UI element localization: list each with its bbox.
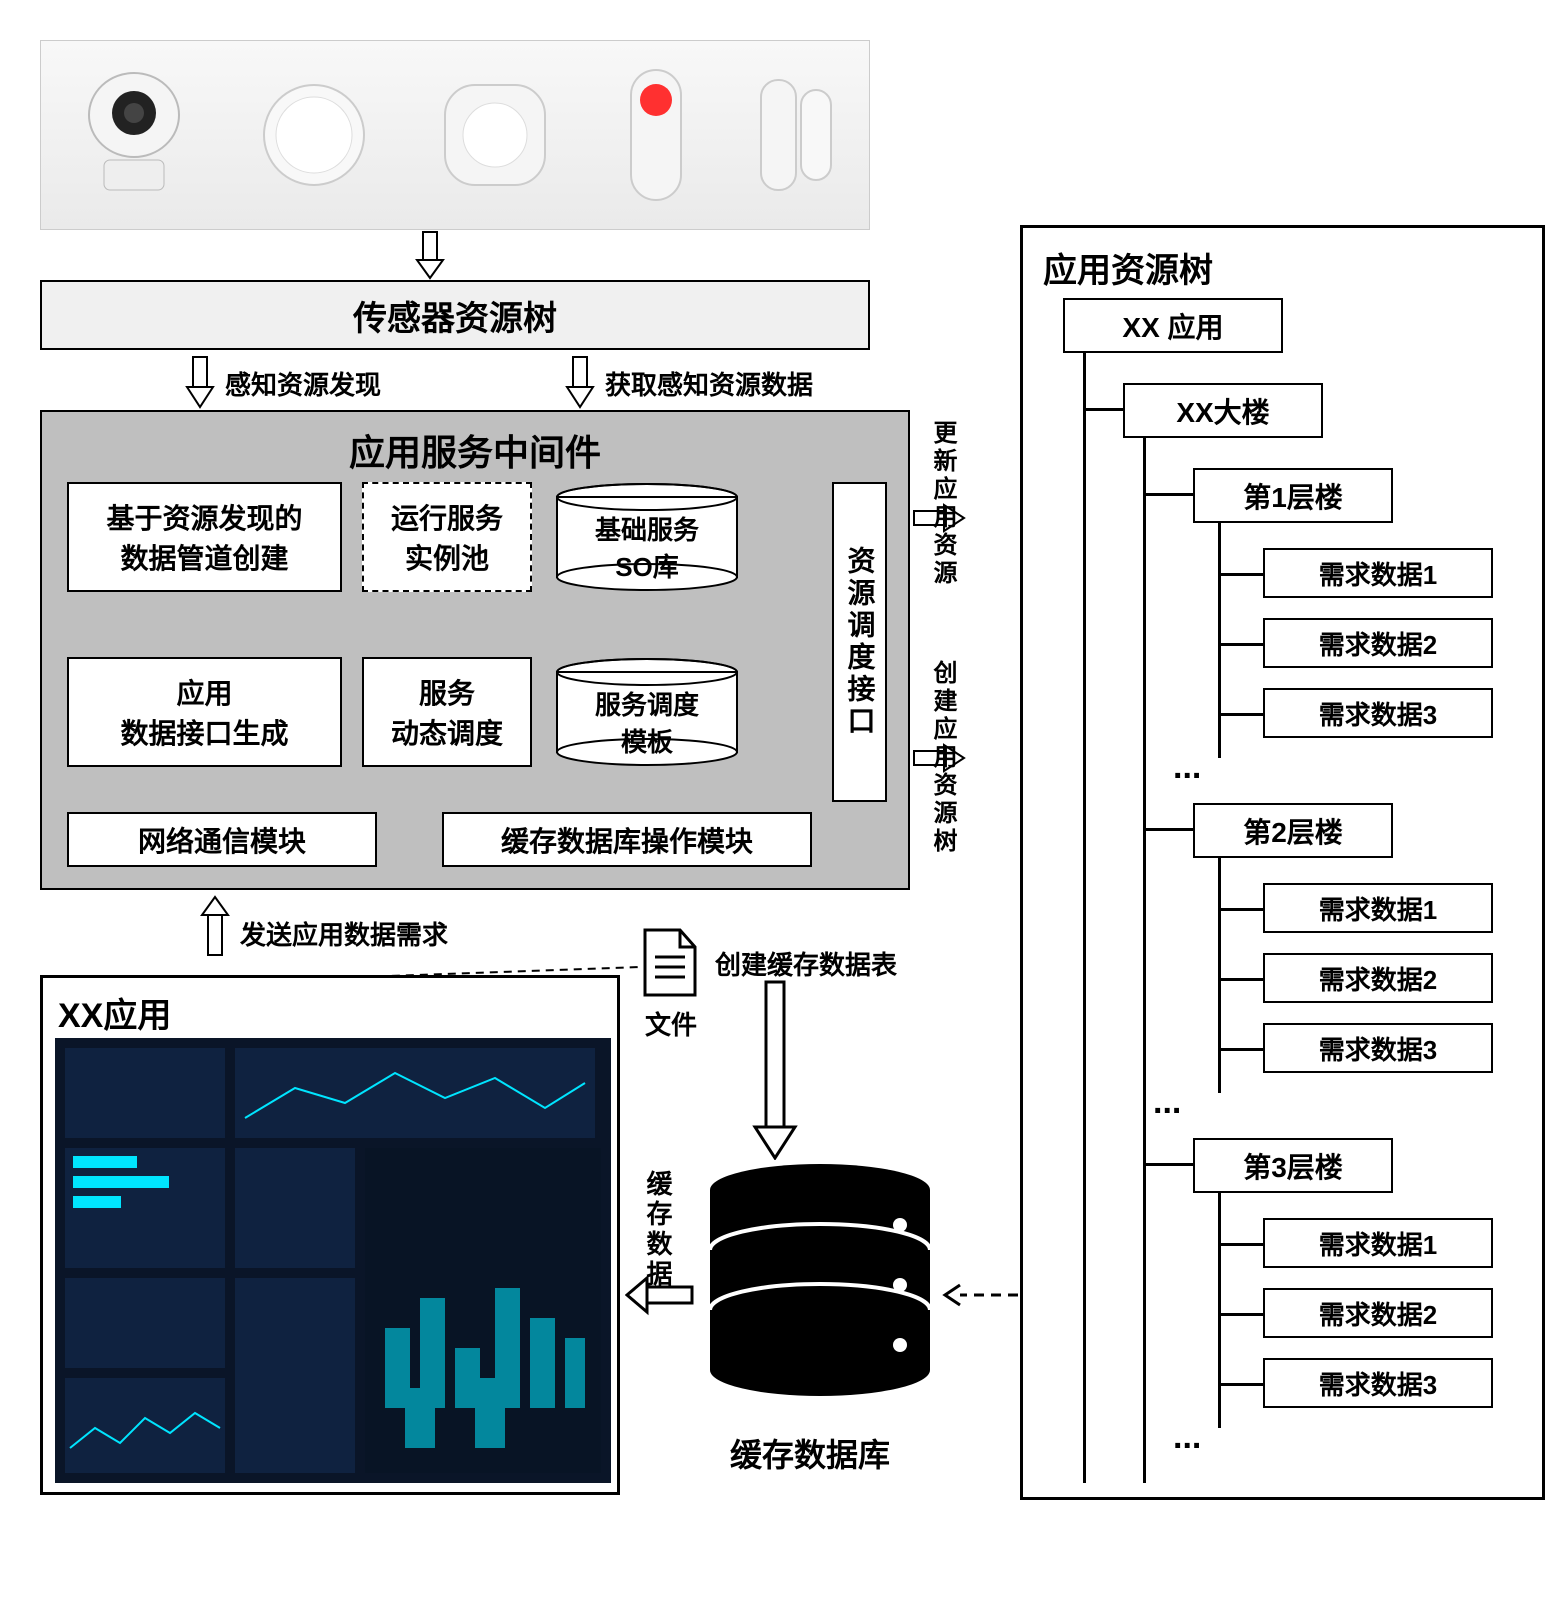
label-create-table: 创建缓存数据表	[715, 945, 897, 982]
arrow-discover	[180, 355, 220, 410]
app-box: XX应用	[40, 975, 620, 1495]
label-fetch: 获取感知资源数据	[605, 365, 813, 402]
box-so-lib: 基础服务 SO库	[552, 482, 742, 592]
motion-sensor-icon	[430, 70, 560, 200]
file-icon	[640, 925, 700, 1005]
box-net-module: 网络通信模块	[67, 812, 377, 867]
sensor-tree-box: 传感器资源树	[40, 280, 870, 350]
tree-f2-more: ...	[1153, 1083, 1181, 1122]
resource-tree-panel: 应用资源树 XX 应用 XX大楼 第1层楼 需求数据1 需求数据2 需求数据3 …	[1020, 225, 1545, 1500]
tree-f1-item1: 需求数据1	[1263, 548, 1493, 598]
arrow-fetch	[560, 355, 600, 410]
diagram-root: 传感器资源树 感知资源发现 获取感知资源数据 应用服务中间件 基于资源发现的 数…	[20, 20, 1547, 1581]
box-api-gen: 应用 数据接口生成	[67, 657, 342, 767]
tree-f2-item1: 需求数据1	[1263, 883, 1493, 933]
tree-f1-item3: 需求数据3	[1263, 688, 1493, 738]
arrow-send-request	[195, 895, 235, 960]
arrow-to-sensor-tree	[410, 230, 450, 280]
box-dyn-sched: 服务 动态调度	[362, 657, 532, 767]
alarm-button-icon	[616, 60, 696, 210]
label-discover: 感知资源发现	[225, 365, 381, 402]
sensor-devices-row	[40, 40, 870, 230]
label-create-tree: 创建应用资源树	[925, 660, 960, 856]
resource-tree-title: 应用资源树	[1043, 243, 1213, 292]
door-sensor-icon	[751, 65, 841, 205]
tree-floor-1: 第1层楼	[1193, 468, 1393, 523]
middleware-box: 应用服务中间件 基于资源发现的 数据管道创建 运行服务 实例池 基础服务 SO库…	[40, 410, 910, 890]
tree-root: XX 应用	[1063, 298, 1283, 353]
box-sched-tpl: 服务调度 模板	[552, 657, 742, 767]
label-update-resource: 更新应用资源	[925, 420, 960, 588]
box-cache-op: 缓存数据库操作模块	[442, 812, 812, 867]
label-cache-data: 缓存数据	[640, 1170, 677, 1290]
tree-f2-item2: 需求数据2	[1263, 953, 1493, 1003]
database-icon	[700, 1160, 940, 1420]
dashboard-mock	[55, 1038, 611, 1483]
tree-floor-3: 第3层楼	[1193, 1138, 1393, 1193]
middleware-title: 应用服务中间件	[42, 424, 908, 476]
tree-f1-more: ...	[1173, 748, 1201, 787]
camera-icon	[69, 65, 199, 205]
label-send-request: 发送应用数据需求	[240, 915, 448, 952]
tree-f3-item3: 需求数据3	[1263, 1358, 1493, 1408]
round-sensor-icon	[254, 75, 374, 195]
tree-f1-item2: 需求数据2	[1263, 618, 1493, 668]
tree-floor-2: 第2层楼	[1193, 803, 1393, 858]
tree-f2-item3: 需求数据3	[1263, 1023, 1493, 1073]
box-resource-interface: 资源调度接口	[832, 482, 887, 802]
tree-f3-item1: 需求数据1	[1263, 1218, 1493, 1268]
label-cache-db: 缓存数据库	[730, 1430, 890, 1476]
arrow-create-table	[750, 980, 800, 1160]
tree-f3-more: ...	[1173, 1418, 1201, 1457]
box-instance-pool: 运行服务 实例池	[362, 482, 532, 592]
sensor-tree-title: 传感器资源树	[353, 291, 557, 340]
tree-f3-item2: 需求数据2	[1263, 1288, 1493, 1338]
label-file: 文件	[645, 1005, 697, 1042]
app-title: XX应用	[58, 988, 171, 1037]
dashed-arrow-to-db	[940, 1275, 1020, 1315]
tree-building: XX大楼	[1123, 383, 1323, 438]
cache-db	[700, 1160, 940, 1425]
box-pipeline: 基于资源发现的 数据管道创建	[67, 482, 342, 592]
